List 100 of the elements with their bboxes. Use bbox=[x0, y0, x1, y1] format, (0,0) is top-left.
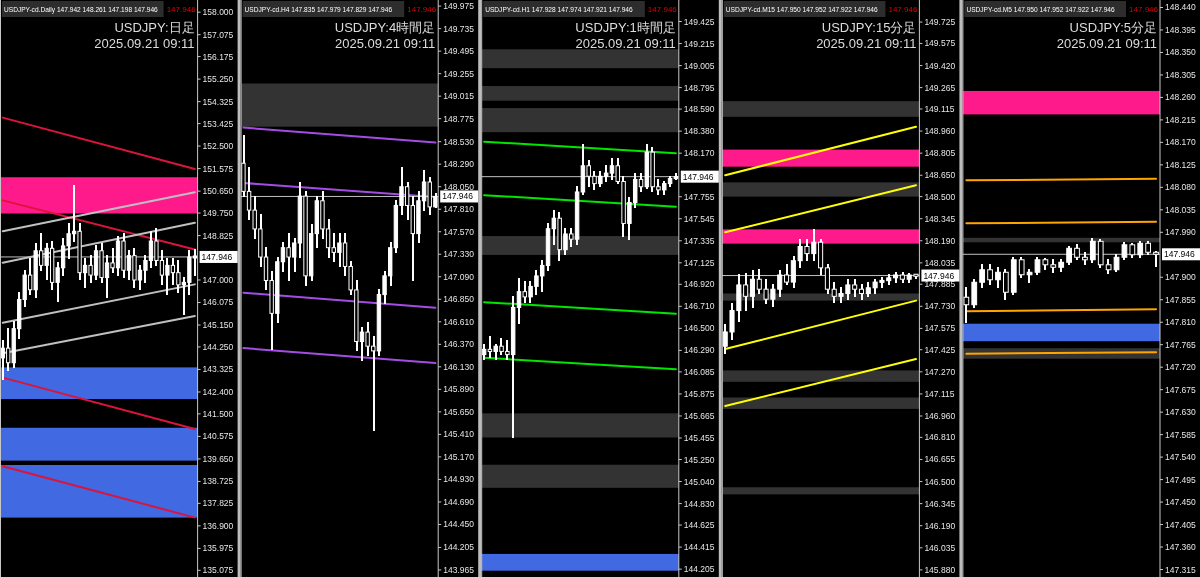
y-tick-label: 148.650 bbox=[924, 170, 956, 181]
y-tick-label: 154.325 bbox=[202, 96, 234, 107]
y-tick-label: 145.880 bbox=[924, 564, 956, 575]
y-tick-label: 149.575 bbox=[924, 38, 956, 49]
ref-line-label: 147.946 bbox=[442, 191, 474, 202]
y-tick-label: 147.720 bbox=[1165, 362, 1196, 373]
y-tick-label: 148.345 bbox=[924, 213, 956, 224]
y-tick-label: 146.610 bbox=[443, 316, 475, 327]
y-tick-label: 149.015 bbox=[443, 91, 475, 102]
y-tick-label: 147.855 bbox=[1165, 294, 1196, 305]
text: USDJPY:5分足 bbox=[1069, 20, 1157, 35]
y-tick-label: 147.575 bbox=[924, 323, 956, 334]
y-tick-label: 140.575 bbox=[202, 431, 234, 442]
y-tick-label: 146.035 bbox=[924, 542, 956, 553]
y-tick-label: 144.415 bbox=[683, 542, 715, 553]
y-tick-label: 148.350 bbox=[1165, 47, 1196, 58]
y-tick-label: 148.500 bbox=[924, 191, 956, 202]
y-tick-label: 146.085 bbox=[683, 366, 715, 377]
y-tick-label: 147.755 bbox=[683, 191, 715, 202]
annotation: 2025.09.21 09:11 bbox=[94, 36, 195, 51]
y-tick-label: 147.675 bbox=[1165, 384, 1196, 395]
y-tick-label: 145.665 bbox=[683, 410, 715, 421]
y-tick-label: 147.585 bbox=[1165, 429, 1196, 440]
y-tick-label: 145.455 bbox=[683, 433, 715, 443]
y-tick-label: 146.655 bbox=[924, 454, 956, 465]
y-tick-label: 148.035 bbox=[1165, 204, 1196, 215]
y-tick-label: 149.420 bbox=[924, 60, 956, 71]
y-tick-label: 143.965 bbox=[443, 564, 475, 575]
y-tick-label: 148.530 bbox=[443, 136, 475, 147]
y-tick-label: 144.205 bbox=[443, 542, 475, 553]
y-tick-label: 145.170 bbox=[443, 451, 475, 462]
y-tick-label: 146.710 bbox=[683, 301, 715, 312]
y-tick-label: 149.265 bbox=[924, 82, 956, 93]
y-tick-label: 144.205 bbox=[683, 564, 715, 575]
y-tick-label: 149.215 bbox=[683, 38, 715, 49]
y-tick-label: 148.080 bbox=[1165, 182, 1196, 193]
y-tick-label: 148.290 bbox=[443, 159, 475, 170]
y-tick-label: 149.425 bbox=[683, 16, 715, 27]
annotation: 147.946 bbox=[647, 5, 678, 14]
y-tick-label: 148.260 bbox=[1165, 92, 1196, 103]
y-tick-label: 148.190 bbox=[924, 235, 956, 246]
y-tick-label: 147.115 bbox=[924, 388, 955, 399]
y-tick-label: 147.405 bbox=[1165, 519, 1196, 530]
annotation: 2025.09.21 09:11 bbox=[1056, 36, 1157, 51]
text: USDJPY:4時間足 bbox=[334, 20, 436, 35]
y-tick-label: 146.850 bbox=[443, 294, 475, 305]
y-tick-label: 147.335 bbox=[683, 235, 715, 246]
y-tick-label: 150.650 bbox=[202, 186, 234, 197]
y-tick-label: 143.325 bbox=[202, 364, 234, 375]
y-tick-label: 153.425 bbox=[202, 118, 234, 129]
y-tick-label: 147.315 bbox=[1165, 564, 1196, 575]
y-tick-label: 146.920 bbox=[683, 279, 715, 290]
ref-line-label: 147.946 bbox=[682, 171, 714, 182]
y-tick-label: 148.590 bbox=[683, 104, 715, 115]
y-tick-label: 152.500 bbox=[202, 141, 234, 152]
y-tick-label: 146.370 bbox=[443, 339, 475, 350]
y-tick-label: 144.690 bbox=[443, 496, 475, 507]
annotation: 2025.09.21 09:11 bbox=[575, 36, 676, 51]
y-tick-label: 145.150 bbox=[202, 320, 234, 331]
y-tick-label: 148.825 bbox=[202, 230, 234, 241]
y-tick-label: 147.990 bbox=[1165, 227, 1196, 238]
y-tick-label: 136.900 bbox=[202, 520, 234, 531]
y-tick-label: 145.250 bbox=[683, 454, 715, 465]
y-tick-label: 149.005 bbox=[683, 60, 715, 71]
y-tick-label: 146.960 bbox=[924, 411, 956, 422]
y-tick-label: 146.810 bbox=[924, 432, 956, 443]
y-tick-label: 145.875 bbox=[683, 388, 715, 399]
y-tick-label: 147.630 bbox=[1165, 407, 1196, 418]
y-tick-label: 135.975 bbox=[202, 543, 234, 554]
y-tick-label: 147.540 bbox=[1165, 452, 1196, 463]
y-tick-label: 156.175 bbox=[202, 51, 234, 62]
y-tick-label: 149.495 bbox=[443, 46, 475, 57]
y-tick-label: 157.075 bbox=[202, 29, 234, 40]
annotation: 2025.09.21 09:11 bbox=[334, 36, 436, 51]
y-tick-label: 146.500 bbox=[924, 476, 956, 487]
annotation: 2025.09.21 09:11 bbox=[816, 36, 917, 51]
y-tick-label: 148.960 bbox=[924, 126, 956, 137]
y-tick-label: 147.450 bbox=[1165, 497, 1196, 508]
y-tick-label: 144.250 bbox=[202, 341, 234, 352]
y-tick-label: 141.500 bbox=[202, 408, 234, 419]
y-tick-label: 147.090 bbox=[443, 271, 475, 282]
y-tick-label: 148.305 bbox=[1165, 69, 1196, 80]
y-tick-label: 137.825 bbox=[202, 498, 234, 509]
annotation: 147.946 bbox=[407, 5, 437, 14]
y-tick-label: 148.440 bbox=[1165, 2, 1196, 13]
text: USDJPY:日足 bbox=[114, 20, 195, 35]
y-tick-label: 147.270 bbox=[924, 366, 956, 377]
y-tick-label: 144.930 bbox=[443, 474, 475, 485]
y-tick-label: 149.255 bbox=[443, 68, 475, 79]
y-tick-label: 147.125 bbox=[683, 257, 715, 268]
y-tick-label: 144.830 bbox=[683, 498, 715, 509]
y-tick-label: 146.075 bbox=[202, 297, 234, 308]
y-tick-label: 148.395 bbox=[1165, 24, 1196, 35]
y-tick-label: 145.890 bbox=[443, 384, 475, 395]
ref-line-label: 147.946 bbox=[201, 251, 233, 262]
annotation: 147.946 bbox=[888, 5, 918, 14]
y-tick-label: 146.345 bbox=[924, 498, 956, 509]
y-tick-label: 148.035 bbox=[924, 257, 956, 268]
y-tick-label: 147.885 bbox=[924, 279, 956, 290]
y-tick-label: 147.810 bbox=[443, 204, 475, 215]
